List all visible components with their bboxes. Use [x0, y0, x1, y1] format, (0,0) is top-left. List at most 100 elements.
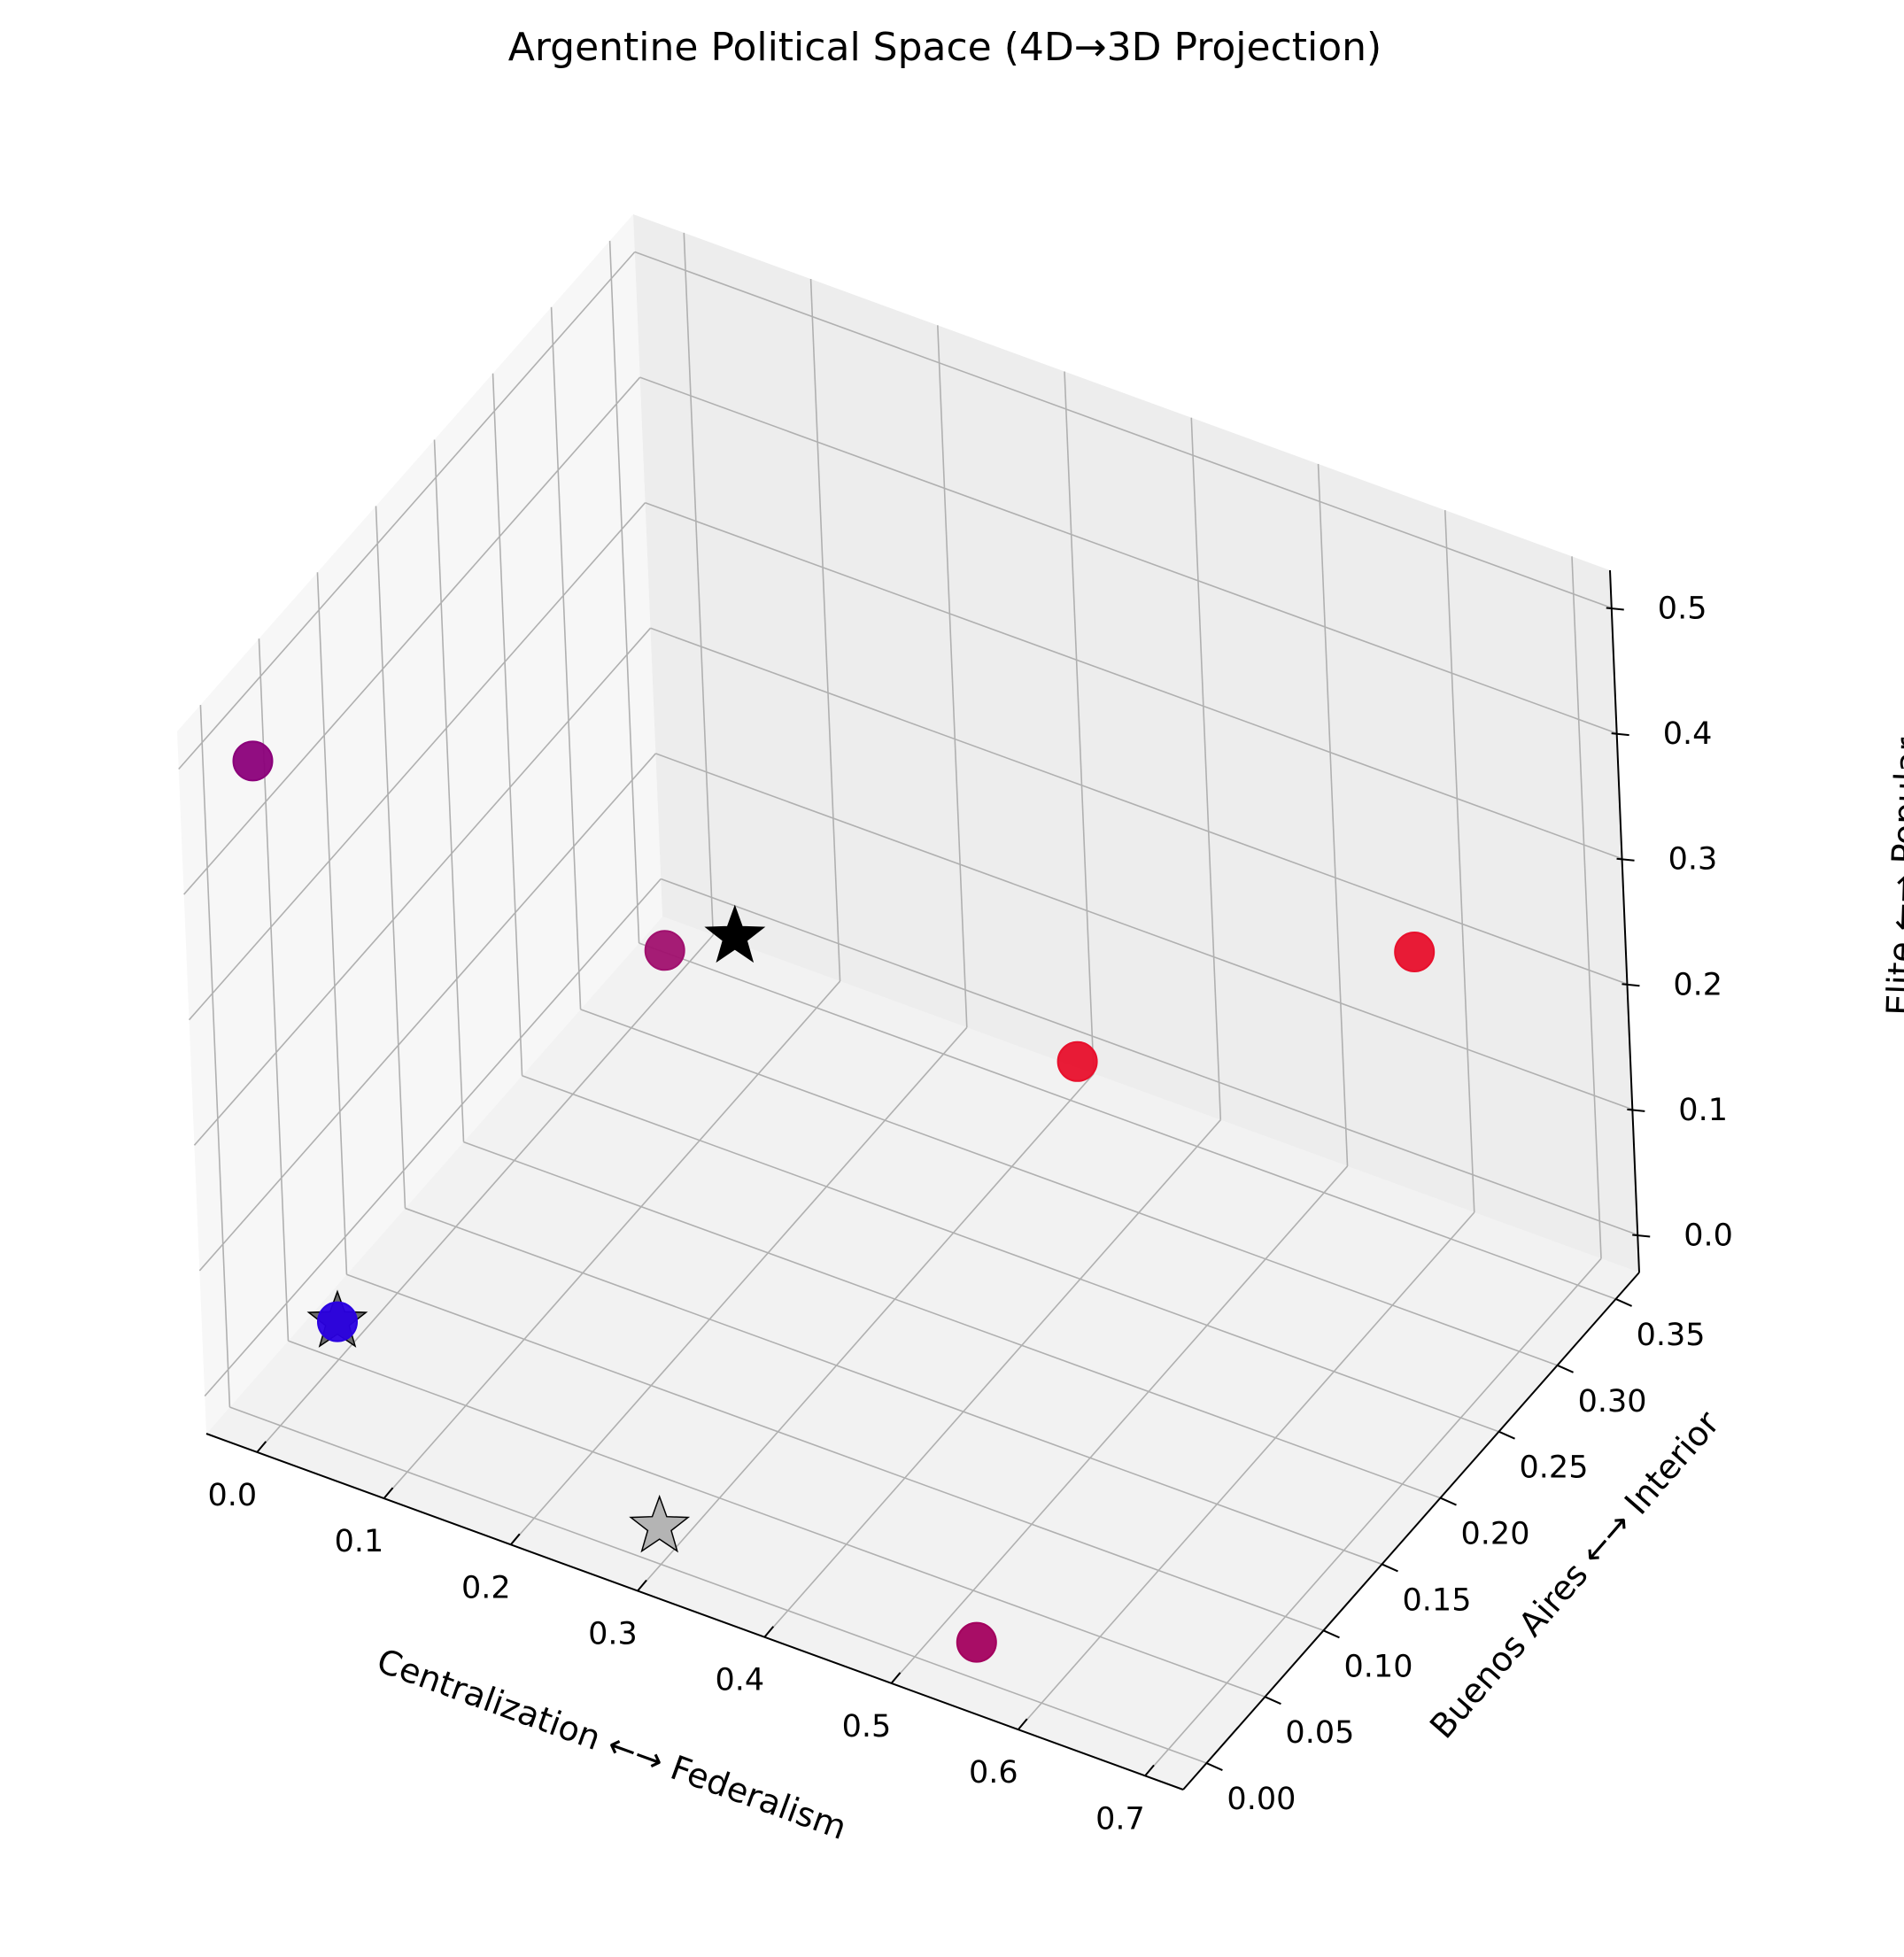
star-marker [704, 904, 766, 963]
x-tick-mark [890, 1672, 902, 1684]
gridline-z [655, 753, 1633, 1110]
gridline-y [580, 1009, 1558, 1366]
gridline-z [639, 376, 1617, 734]
x-axis-label: Centralization ←→ Federalism [372, 1641, 852, 1847]
x-tick-mark [256, 1441, 267, 1453]
pane-bottom [206, 917, 1639, 1790]
y-tick-label: 0.00 [1227, 1782, 1296, 1817]
z-tick-mark [1621, 983, 1640, 987]
z-tick-label: 0.0 [1683, 1218, 1733, 1254]
z-tick-label: 0.3 [1668, 842, 1718, 878]
gridline-y [199, 705, 231, 1408]
gridline-x [1018, 1211, 1475, 1730]
gridline-z [178, 251, 636, 770]
gridline-y [639, 942, 1616, 1300]
y-tick-label: 0.05 [1285, 1715, 1354, 1751]
axis-panes [177, 214, 1639, 1790]
gridline-x [763, 1119, 1221, 1638]
scatter-point [1056, 1040, 1098, 1082]
gridline-y [550, 306, 582, 1009]
scatter-point [644, 930, 685, 971]
y-tick-label: 0.20 [1461, 1517, 1530, 1552]
gridline-x [809, 279, 841, 982]
gridline-y [316, 572, 348, 1275]
gridline-y [433, 439, 465, 1142]
x-tick-label: 0.7 [1095, 1801, 1145, 1837]
gridline-x [383, 980, 841, 1499]
y-tick-mark [1557, 1364, 1574, 1373]
x-tick-mark [763, 1626, 775, 1638]
z-tick-mark [1606, 607, 1624, 611]
x-tick-label: 0.3 [588, 1617, 638, 1652]
gridline-x [1064, 371, 1095, 1074]
x-axis-line [205, 1433, 1184, 1791]
gridline-x [1144, 1257, 1602, 1776]
gridline-y [375, 506, 406, 1209]
gridline-x [256, 934, 714, 1453]
z-tick-label: 0.2 [1673, 967, 1722, 1002]
gridline-y [522, 1074, 1499, 1433]
gridline-y [463, 1141, 1441, 1499]
y-tick-label: 0.25 [1520, 1450, 1589, 1486]
y-tick-mark [1440, 1497, 1457, 1506]
y-tick-mark [1615, 1298, 1632, 1307]
star-marker [629, 1494, 691, 1553]
scatter-point [1394, 932, 1436, 972]
gridline-x [936, 325, 968, 1028]
x-tick-mark [383, 1487, 394, 1499]
data-points [232, 740, 1436, 1663]
pane-left [177, 214, 662, 1434]
gridline-x [1190, 417, 1222, 1120]
z-tick-mark [1611, 732, 1629, 737]
z-axis-line [1609, 569, 1640, 1273]
gridline-x [1317, 463, 1349, 1166]
y-tick-label: 0.35 [1637, 1318, 1706, 1353]
gridline-y [608, 240, 640, 943]
x-tick-mark [637, 1579, 647, 1592]
gridline-z [198, 753, 656, 1272]
x-tick-mark [1144, 1764, 1155, 1776]
gridline-z [645, 501, 1622, 860]
y-tick-mark [1382, 1563, 1398, 1573]
chart-title: Argentine Political Space (4D→3D Project… [508, 25, 1382, 70]
y-axis-line [1182, 1272, 1640, 1791]
y-tick-label: 0.15 [1403, 1582, 1472, 1618]
x-tick-mark [510, 1533, 521, 1545]
z-tick-mark [1632, 1234, 1651, 1238]
gridline-y [229, 1406, 1207, 1764]
z-tick-mark [1627, 1108, 1645, 1112]
z-tick-label: 0.1 [1678, 1093, 1728, 1128]
gridline-z [650, 627, 1628, 986]
gridline-z [183, 376, 641, 895]
y-tick-label: 0.30 [1578, 1384, 1647, 1419]
y-tick-label: 0.10 [1344, 1649, 1413, 1684]
gridline-z [660, 878, 1638, 1236]
z-tick-label: 0.4 [1663, 716, 1713, 752]
pane-back [633, 214, 1639, 1272]
gridline-y [346, 1273, 1324, 1632]
z-tick-mark [1616, 857, 1635, 862]
z-axis-label: Elite ←→ Popular [1879, 737, 1904, 1016]
x-tick-label: 0.6 [969, 1755, 1018, 1791]
gridline-x [510, 1026, 968, 1545]
gridline-x [1443, 510, 1475, 1213]
gridline-x [683, 232, 715, 935]
gridline-z [188, 502, 646, 1021]
gridline-z [204, 878, 662, 1397]
gridline-y [288, 1340, 1265, 1698]
gridline-x [637, 1072, 1095, 1592]
gridline-x [1571, 556, 1602, 1259]
z-tick-label: 0.5 [1658, 592, 1707, 627]
y-tick-mark [1323, 1629, 1340, 1639]
scatter-point [317, 1301, 358, 1342]
x-tick-label: 0.0 [207, 1478, 257, 1513]
y-tick-mark [1498, 1430, 1515, 1440]
scatter-point [232, 740, 274, 782]
gridline-y [405, 1207, 1382, 1566]
x-tick-label: 0.2 [461, 1570, 511, 1605]
x-tick-label: 0.4 [715, 1663, 764, 1698]
gridline-z [634, 251, 1613, 609]
y-tick-mark [1206, 1762, 1223, 1771]
